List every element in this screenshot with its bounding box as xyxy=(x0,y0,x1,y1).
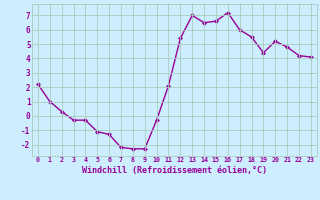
X-axis label: Windchill (Refroidissement éolien,°C): Windchill (Refroidissement éolien,°C) xyxy=(82,166,267,175)
